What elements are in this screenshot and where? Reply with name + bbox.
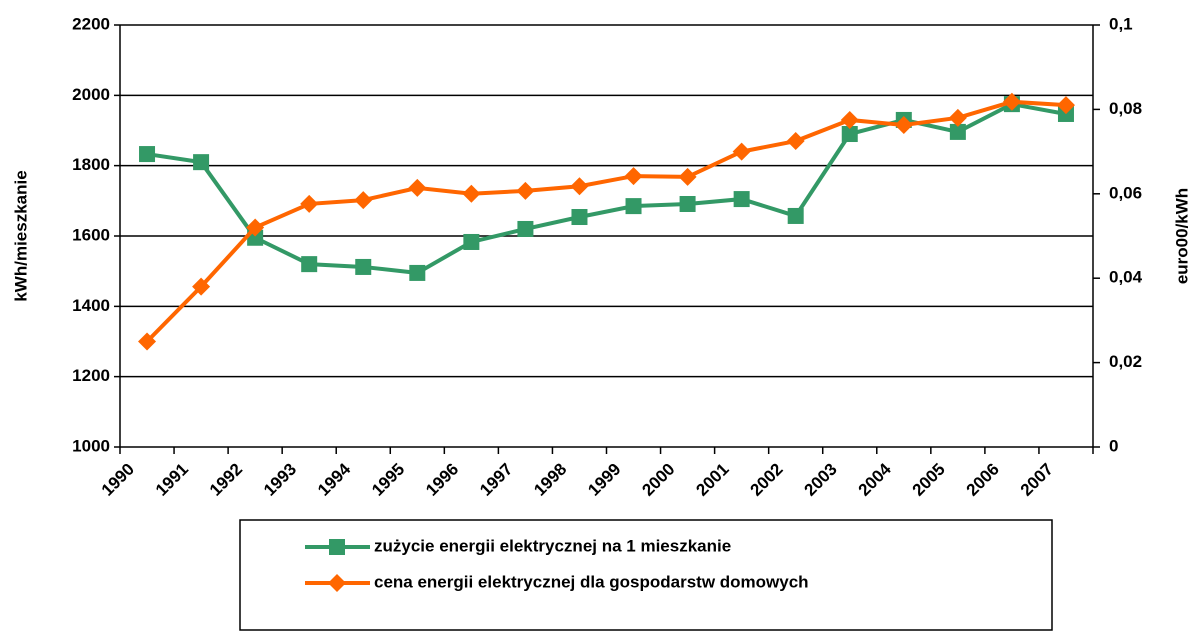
marker (139, 146, 156, 163)
y-tick-label: 1000 (72, 436, 110, 455)
y-tick-label: 2000 (72, 85, 110, 104)
x-tick-label: 1992 (206, 460, 246, 500)
marker (300, 194, 319, 213)
legend-label: cena energii elektrycznej dla gospodarst… (374, 572, 809, 591)
marker (624, 167, 643, 186)
y-tick-label: 1200 (72, 366, 110, 385)
y2-tick-label: 0,04 (1109, 268, 1143, 287)
x-tick-label: 2003 (801, 460, 841, 500)
y2-axis-title: euro00/kWh (1172, 188, 1191, 284)
marker (463, 233, 480, 250)
marker (840, 110, 859, 129)
x-tick-label: 2002 (746, 460, 786, 500)
x-tick-label: 1997 (476, 460, 516, 500)
x-tick-label: 1993 (260, 460, 300, 500)
marker (571, 209, 588, 226)
y2-tick-label: 0,02 (1109, 352, 1142, 371)
marker (678, 167, 697, 186)
y-tick-label: 1600 (72, 225, 110, 244)
x-tick-label: 1994 (314, 459, 355, 500)
y-tick-label: 1400 (72, 296, 110, 315)
marker (516, 181, 535, 200)
marker (138, 332, 157, 351)
marker (570, 177, 589, 196)
marker (409, 264, 426, 281)
marker (329, 539, 345, 555)
marker (355, 258, 372, 275)
y-tick-label: 1800 (72, 155, 110, 174)
x-tick-label: 1999 (584, 460, 624, 500)
y2-tick-label: 0,08 (1109, 99, 1142, 118)
marker (894, 116, 913, 135)
marker (841, 126, 858, 143)
x-tick-label: 1990 (98, 460, 138, 500)
marker (732, 142, 751, 161)
marker (354, 191, 373, 210)
marker (949, 123, 966, 140)
y2-tick-label: 0,1 (1109, 14, 1133, 33)
x-tick-label: 1995 (368, 460, 408, 500)
y2-tick-label: 0,06 (1109, 183, 1142, 202)
x-tick-label: 2005 (909, 460, 949, 500)
x-tick-label: 1996 (422, 460, 462, 500)
marker (328, 574, 346, 592)
marker (192, 277, 211, 296)
x-tick-label: 1998 (530, 460, 570, 500)
legend-label: zużycie energii elektrycznej na 1 mieszk… (374, 536, 731, 555)
marker (246, 218, 265, 237)
marker (1002, 92, 1021, 111)
marker (408, 178, 427, 197)
series-line (145, 99, 1067, 343)
marker (948, 108, 967, 127)
x-tick-label: 2004 (855, 459, 896, 500)
x-tick-label: 2006 (963, 460, 1003, 500)
marker (787, 207, 804, 224)
marker (625, 198, 642, 215)
series-line (146, 102, 1067, 275)
marker (733, 191, 750, 208)
x-tick-label: 2000 (638, 460, 678, 500)
marker (193, 154, 210, 171)
marker (301, 256, 318, 273)
x-tick-label: 2001 (692, 460, 732, 500)
marker (786, 132, 805, 151)
marker (517, 220, 534, 237)
marker (1056, 96, 1075, 115)
marker (462, 184, 481, 203)
y2-tick-label: 0 (1109, 436, 1118, 455)
marker (679, 195, 696, 212)
y-axis-title: kWh/mieszkanie (11, 170, 30, 301)
x-tick-label: 2007 (1017, 460, 1057, 500)
y-tick-label: 2200 (72, 14, 110, 33)
legend-box (239, 519, 1053, 631)
x-tick-label: 1991 (152, 460, 192, 500)
